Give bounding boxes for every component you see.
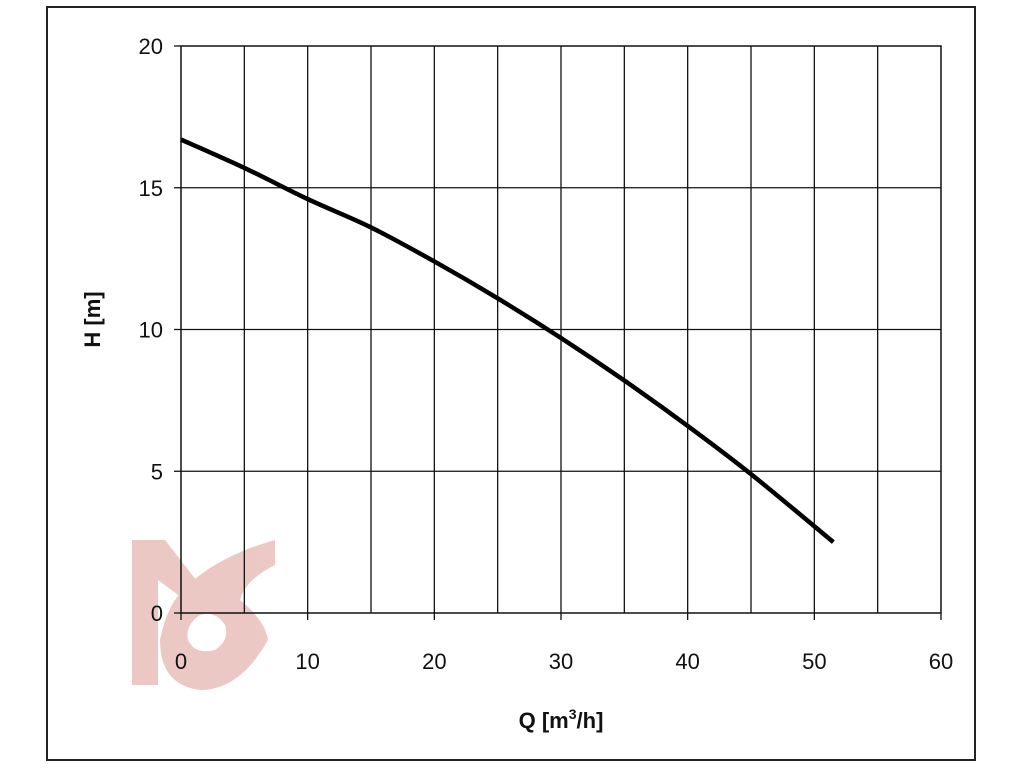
x-tick-label-40: 40 (675, 649, 699, 674)
watermark-shape-left (132, 540, 200, 685)
series-layer (180, 137, 835, 544)
x-axis-title-sup: 3 (569, 706, 577, 722)
x-tick-label-20: 20 (422, 649, 446, 674)
x-tick-label-10: 10 (295, 649, 319, 674)
chart-frame (46, 6, 976, 761)
x-tick-label-30: 30 (549, 649, 573, 674)
y-tick-label-0: 0 (151, 601, 163, 626)
y-tick-label-5: 5 (151, 459, 163, 484)
x-axis-ticks: 0 10 20 30 40 50 60 (175, 613, 953, 674)
y-axis-title: H [m] (80, 291, 105, 347)
x-axis-title: Q [m3/h] (519, 706, 604, 733)
series-line-0 (180, 137, 835, 544)
x-tick-label-0: 0 (175, 649, 187, 674)
y-tick-label-10: 10 (139, 318, 163, 343)
x-tick-label-60: 60 (929, 649, 953, 674)
y-axis-ticks: 0 5 10 15 20 (139, 34, 181, 626)
x-axis-title-prefix: Q [m (519, 708, 569, 733)
watermark-logo (132, 540, 275, 690)
grid (181, 46, 941, 613)
y-tick-label-20: 20 (139, 34, 163, 59)
y-tick-label-15: 15 (139, 176, 163, 201)
x-axis-title-suffix: /h] (577, 708, 604, 733)
x-tick-label-50: 50 (802, 649, 826, 674)
watermark-shape-right (160, 540, 275, 690)
